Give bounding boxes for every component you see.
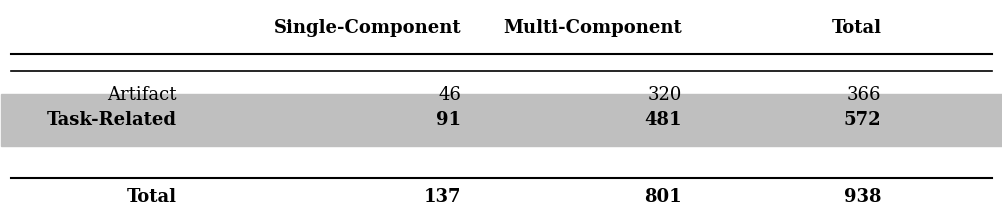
Text: 137: 137	[424, 188, 461, 206]
Text: Single-Component: Single-Component	[274, 20, 461, 37]
Text: 481: 481	[643, 111, 681, 129]
Text: 366: 366	[847, 86, 881, 104]
Text: Artifact: Artifact	[107, 86, 176, 104]
Text: Multi-Component: Multi-Component	[502, 20, 681, 37]
Bar	[1, 94, 1001, 146]
Text: 572: 572	[843, 111, 881, 129]
Text: 320: 320	[646, 86, 681, 104]
Text: 801: 801	[643, 188, 681, 206]
Text: Total: Total	[126, 188, 176, 206]
Text: 91: 91	[436, 111, 461, 129]
Text: Total: Total	[831, 20, 881, 37]
Text: 46: 46	[438, 86, 461, 104]
Text: Task-Related: Task-Related	[46, 111, 176, 129]
Text: 938: 938	[844, 188, 881, 206]
